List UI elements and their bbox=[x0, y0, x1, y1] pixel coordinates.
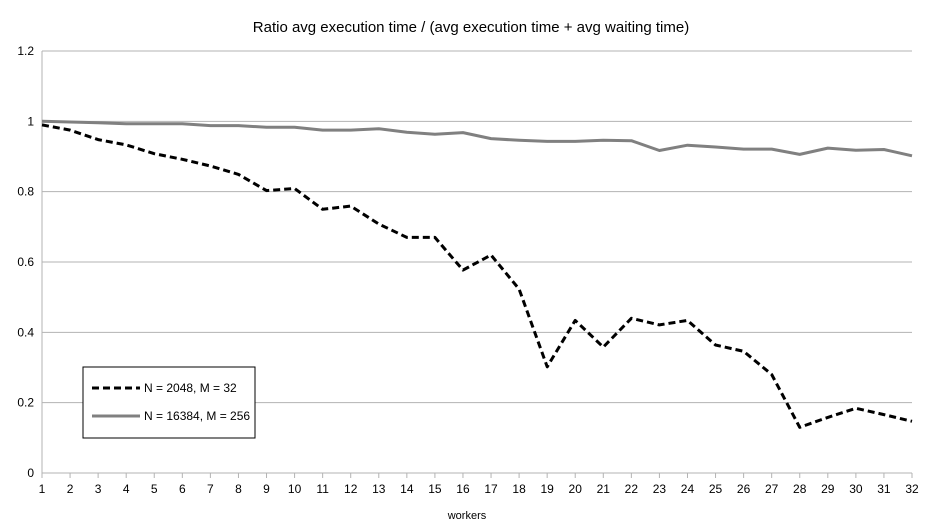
legend-label: N = 16384, M = 256 bbox=[144, 409, 250, 423]
x-tick-label: 13 bbox=[372, 482, 386, 496]
x-tick-label: 30 bbox=[849, 482, 863, 496]
y-tick-label: 1 bbox=[27, 114, 34, 128]
y-tick-label: 0.4 bbox=[17, 325, 34, 339]
y-tick-label: 0 bbox=[27, 466, 34, 480]
x-tick-label: 29 bbox=[821, 482, 835, 496]
y-tick-label: 0.2 bbox=[17, 396, 34, 410]
x-tick-label: 5 bbox=[151, 482, 158, 496]
x-tick-label: 22 bbox=[625, 482, 639, 496]
y-tick-label: 0.8 bbox=[17, 185, 34, 199]
x-tick-label: 8 bbox=[235, 482, 242, 496]
x-tick-label: 32 bbox=[905, 482, 919, 496]
x-tick-label: 15 bbox=[428, 482, 442, 496]
x-tick-label: 7 bbox=[207, 482, 214, 496]
x-tick-label: 20 bbox=[569, 482, 583, 496]
y-tick-label: 1.2 bbox=[17, 44, 34, 58]
x-tick-label: 19 bbox=[540, 482, 554, 496]
y-tick-label: 0.6 bbox=[17, 255, 34, 269]
legend: N = 2048, M = 32 N = 16384, M = 256 bbox=[82, 366, 256, 439]
x-tick-label: 12 bbox=[344, 482, 358, 496]
y-axis-tick-labels: 0 0.2 0.4 0.6 0.8 1 1.2 bbox=[17, 44, 34, 480]
x-tick-label: 26 bbox=[737, 482, 751, 496]
series-line-2 bbox=[41, 119, 913, 158]
x-tick-label: 24 bbox=[681, 482, 695, 496]
x-tick-label: 21 bbox=[597, 482, 611, 496]
x-axis-tick-labels: 1 2 3 4 5 6 7 8 9 10 11 12 13 14 15 16 17 18 19 20 21 22 23 24 2… bbox=[39, 473, 919, 496]
x-tick-label: 3 bbox=[95, 482, 102, 496]
x-tick-label: 27 bbox=[765, 482, 779, 496]
x-tick-label: 23 bbox=[653, 482, 667, 496]
legend-box bbox=[82, 366, 256, 439]
series-lines bbox=[41, 119, 913, 429]
x-tick-label: 28 bbox=[793, 482, 807, 496]
chart-title: Ratio avg execution time / (avg executio… bbox=[253, 19, 689, 36]
x-tick-label: 1 bbox=[39, 482, 46, 496]
x-tick-label: 10 bbox=[288, 482, 302, 496]
legend-label: N = 2048, M = 32 bbox=[144, 381, 237, 395]
series-line-1 bbox=[41, 123, 913, 429]
x-tick-label: 14 bbox=[400, 482, 414, 496]
x-tick-label: 16 bbox=[456, 482, 470, 496]
x-tick-label: 2 bbox=[67, 482, 74, 496]
x-axis-title: workers bbox=[447, 510, 487, 522]
x-tick-label: 25 bbox=[709, 482, 723, 496]
x-tick-label: 31 bbox=[877, 482, 891, 496]
x-tick-label: 18 bbox=[512, 482, 526, 496]
x-tick-label: 11 bbox=[316, 482, 329, 496]
x-tick-label: 9 bbox=[263, 482, 270, 496]
x-tick-label: 17 bbox=[484, 482, 498, 496]
x-tick-label: 4 bbox=[123, 482, 130, 496]
x-tick-label: 6 bbox=[179, 482, 186, 496]
